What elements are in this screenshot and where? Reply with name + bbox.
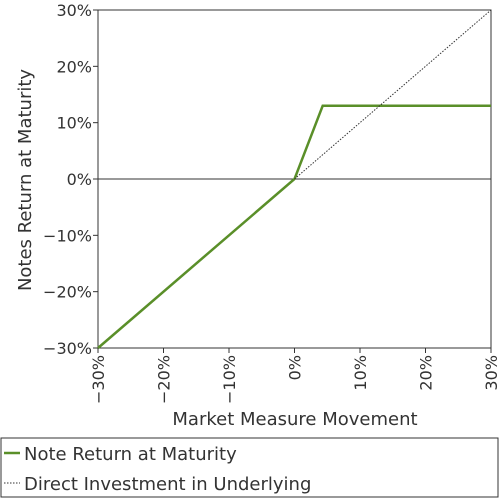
x-tick-label: −20% xyxy=(155,355,174,404)
x-tick-label: −10% xyxy=(220,355,239,404)
y-tick-label: −20% xyxy=(43,283,92,302)
x-tick-label: 0% xyxy=(286,355,305,380)
legend: Note Return at Maturity Direct Investmen… xyxy=(0,437,499,498)
legend-label-note-return: Note Return at Maturity xyxy=(24,444,237,465)
series-line-direct-investment xyxy=(294,9,492,180)
series-line-note-return xyxy=(97,104,491,349)
legend-box xyxy=(0,437,499,498)
x-tick-label: 30% xyxy=(482,355,500,391)
y-tick-label: 30% xyxy=(56,1,92,20)
y-tick-label: 20% xyxy=(56,57,92,76)
y-tick-label: −10% xyxy=(43,226,92,245)
x-tick-label: 10% xyxy=(351,355,370,391)
legend-label-direct-investment: Direct Investment in Underlying xyxy=(24,474,311,495)
x-tick-label: −30% xyxy=(89,355,108,404)
y-tick-label: −30% xyxy=(43,339,92,358)
y-tick-label: 0% xyxy=(67,170,92,189)
y-axis-title: Notes Return at Maturity xyxy=(15,69,36,291)
x-axis-title: Market Measure Movement xyxy=(172,409,417,430)
plot-area: −30% −20% −10% 0% 10% 20% 30% −30% −20% −10% 0% 10%… xyxy=(43,1,500,404)
y-tick-label: 10% xyxy=(56,114,92,133)
x-tick-label: 20% xyxy=(417,355,436,391)
